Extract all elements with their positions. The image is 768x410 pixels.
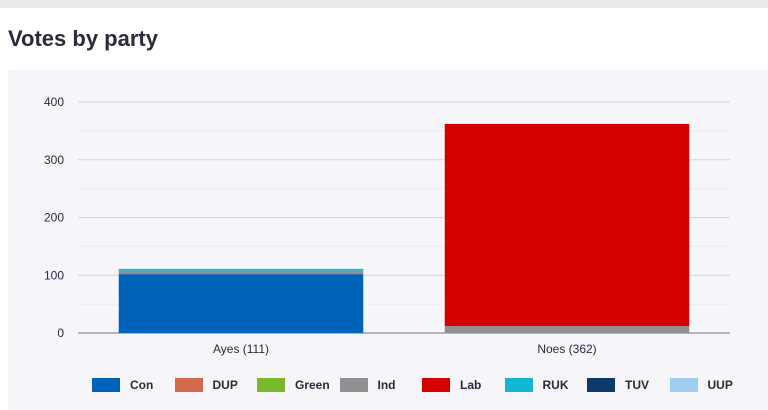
top-strip	[0, 0, 768, 8]
bar-segment-ind	[118, 270, 364, 275]
legend-swatch	[257, 378, 285, 392]
y-tick-label: 400	[44, 95, 64, 109]
legend-label: Lab	[460, 378, 482, 392]
legend-item-lab[interactable]: Lab	[422, 374, 481, 396]
legend-swatch	[669, 378, 698, 392]
legend-item-green[interactable]: Green	[257, 374, 330, 396]
legend-swatch	[174, 378, 203, 392]
legend-label: Ind	[377, 378, 396, 392]
legend-item-dup[interactable]: DUP	[174, 374, 238, 396]
legend-swatch	[504, 378, 533, 392]
bar-segment-con	[118, 274, 364, 333]
chart-title: Votes by party	[8, 26, 158, 51]
legend-label: UUP	[707, 378, 733, 392]
chart-legend: Con DUP Green Ind Lab RUK TUV UUP	[0, 374, 768, 396]
legend-label: TUV	[625, 378, 649, 392]
legend-swatch	[92, 378, 120, 392]
y-tick-label: 200	[44, 211, 64, 225]
legend-item-uup[interactable]: UUP	[669, 374, 733, 396]
legend-item-ruk[interactable]: RUK	[504, 374, 569, 396]
legend-label: RUK	[542, 378, 569, 392]
y-tick-label: 0	[57, 326, 64, 340]
legend-item-tuv[interactable]: TUV	[587, 374, 649, 396]
legend-swatch	[587, 378, 615, 392]
y-tick-label: 100	[44, 268, 64, 282]
y-tick-label: 300	[44, 153, 64, 167]
x-tick-label: Ayes (111)	[213, 342, 269, 356]
legend-swatch	[339, 378, 368, 392]
legend-label: Green	[295, 378, 330, 392]
bar-segment-lab	[444, 123, 690, 327]
legend-item-ind[interactable]: Ind	[339, 374, 396, 396]
legend-item-con[interactable]: Con	[92, 374, 153, 396]
bar-segment-ruk	[118, 268, 364, 271]
legend-swatch	[422, 378, 450, 392]
legend-label: Con	[130, 378, 154, 392]
x-tick-label: Noes (362)	[537, 342, 596, 356]
legend-label: DUP	[212, 378, 238, 392]
bar-segment-ind	[444, 326, 690, 333]
